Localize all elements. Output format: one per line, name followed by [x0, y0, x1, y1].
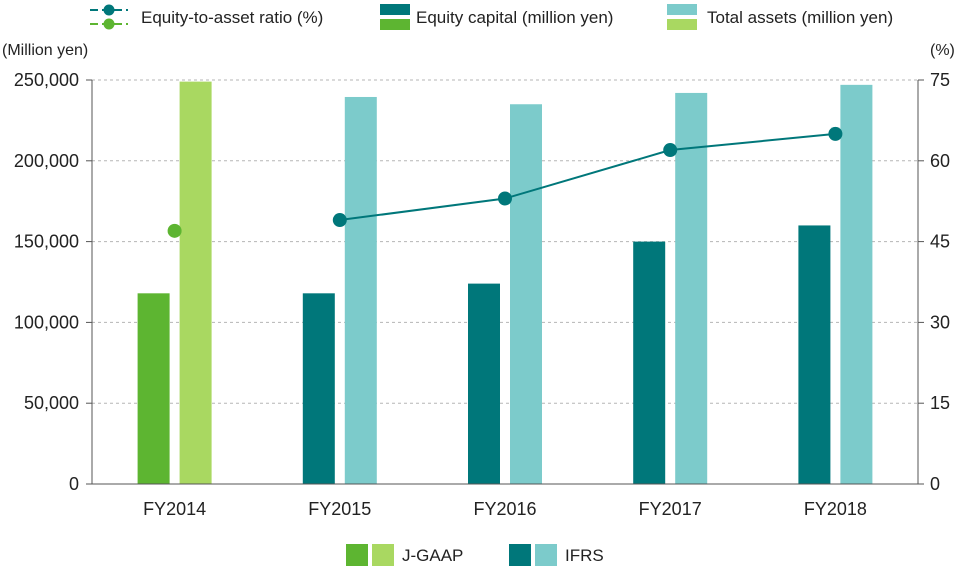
category-label: FY2017 — [639, 499, 702, 519]
assets-bar — [344, 96, 377, 484]
right-tick-label: 75 — [930, 70, 950, 90]
equity-bar — [302, 293, 335, 484]
equity-bar — [468, 283, 500, 484]
equity-bar — [798, 225, 831, 484]
left-tick-label: 150,000 — [14, 232, 79, 252]
legend-ratio-label: Equity-to-asset ratio (%) — [141, 8, 323, 27]
legend-ifrs-light-swatch — [535, 544, 557, 566]
equity-bar — [137, 293, 170, 484]
right-axis-label: (%) — [930, 42, 955, 59]
category-label: FY2014 — [143, 499, 206, 519]
ratio-line-path — [339, 132, 836, 222]
legend-jgaap-dark-swatch — [346, 544, 368, 566]
ratio-point — [332, 213, 347, 228]
right-axis-ticks: 0 15 30 45 60 75 — [918, 70, 950, 494]
left-tick-label: 0 — [69, 474, 79, 494]
right-tick-label: 0 — [930, 474, 940, 494]
legend-ifrs-label: IFRS — [565, 546, 604, 565]
legend-bottom: J-GAAP IFRS — [346, 544, 604, 566]
left-tick-label: 50,000 — [24, 393, 79, 413]
ratio-line — [167, 126, 843, 238]
assets-bar — [179, 81, 212, 484]
left-axis-ticks: 0 50,000 100,000 150,000 200,000 250,000 — [14, 70, 92, 494]
category-label: FY2016 — [473, 499, 536, 519]
right-tick-label: 60 — [930, 151, 950, 171]
legend-assets-label: Total assets (million yen) — [707, 8, 893, 27]
legend-jgaap-label: J-GAAP — [402, 546, 463, 565]
legend-top: Equity-to-asset ratio (%) Equity capital… — [90, 4, 893, 30]
left-axis-label: (Million yen) — [2, 42, 88, 59]
right-tick-label: 45 — [930, 232, 950, 252]
legend-jgaap: J-GAAP — [346, 544, 463, 566]
legend-assets: Total assets (million yen) — [667, 4, 893, 30]
ratio-point — [498, 191, 512, 206]
bars — [137, 81, 873, 485]
left-tick-label: 100,000 — [14, 312, 79, 332]
legend-equity-label: Equity capital (million yen) — [416, 8, 613, 27]
x-axis-ticks: FY2014 FY2015 FY2016 FY2017 FY2018 — [143, 499, 867, 519]
left-tick-label: 200,000 — [14, 151, 79, 171]
legend-ifrs-dark-swatch — [509, 544, 531, 566]
right-tick-label: 15 — [930, 393, 950, 413]
equity-bar — [633, 241, 666, 484]
category-label: FY2015 — [308, 499, 371, 519]
left-tick-label: 250,000 — [14, 70, 79, 90]
ratio-point — [828, 126, 843, 141]
ratio-point — [167, 223, 182, 238]
ratio-point — [663, 143, 678, 158]
assets-bar — [510, 104, 542, 485]
legend-jgaap-light-swatch — [372, 544, 394, 566]
legend-ifrs: IFRS — [509, 544, 604, 566]
legend-ratio: Equity-to-asset ratio (%) — [90, 4, 323, 30]
legend-equity: Equity capital (million yen) — [380, 4, 613, 30]
axes — [91, 80, 919, 485]
assets-bar — [675, 92, 708, 484]
gridlines — [92, 79, 918, 404]
category-label: FY2018 — [804, 499, 867, 519]
assets-bar — [840, 84, 873, 485]
right-tick-label: 30 — [930, 312, 950, 332]
